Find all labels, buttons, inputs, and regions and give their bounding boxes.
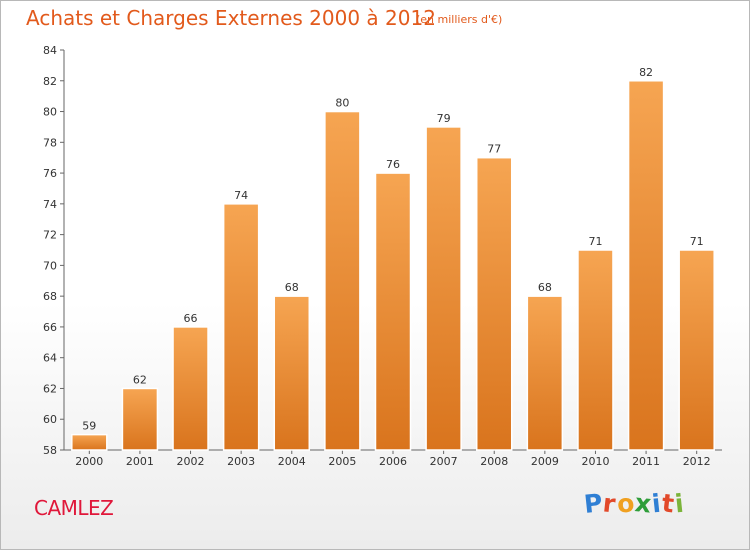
- data-label-2002: 66: [184, 312, 198, 325]
- bar-2001: [121, 387, 159, 451]
- y-tick-label: 58: [43, 444, 57, 457]
- data-label-2004: 68: [285, 281, 299, 294]
- y-tick-label: 64: [43, 352, 57, 365]
- y-tick-label: 82: [43, 75, 57, 88]
- data-label-2005: 80: [335, 97, 349, 110]
- bar-2011: [627, 80, 665, 451]
- y-tick-label: 78: [43, 136, 57, 149]
- data-label-2008: 77: [487, 143, 501, 156]
- data-label-2012: 71: [690, 235, 704, 248]
- bar-2003: [222, 203, 260, 451]
- y-tick-label: 60: [43, 413, 57, 426]
- x-tick-label-2003: 2003: [227, 455, 255, 468]
- x-tick-label-2009: 2009: [531, 455, 559, 468]
- y-tick-label: 68: [43, 290, 57, 303]
- bar-2008: [475, 156, 513, 451]
- data-label-2011: 82: [639, 66, 653, 79]
- x-tick-label-2004: 2004: [278, 455, 306, 468]
- y-tick-label: 66: [43, 321, 57, 334]
- y-tick-label: 62: [43, 382, 57, 395]
- bar-2007: [425, 126, 462, 451]
- commune-name: CAMLEZ: [34, 496, 114, 520]
- x-tick-label-2011: 2011: [632, 455, 660, 468]
- y-tick-label: 70: [43, 259, 57, 272]
- bar-2002: [172, 326, 209, 451]
- proxiti-logo: Proxiti: [583, 488, 686, 519]
- y-tick-label: 76: [43, 167, 57, 180]
- chart-subtitle: (en milliers d'€): [416, 13, 503, 26]
- data-label-2010: 71: [588, 235, 602, 248]
- x-tick-label-2012: 2012: [683, 455, 711, 468]
- bar-2006: [374, 172, 412, 451]
- bar-2012: [678, 249, 715, 451]
- x-tick-label-2001: 2001: [126, 455, 154, 468]
- x-tick-label-2007: 2007: [430, 455, 458, 468]
- data-label-2009: 68: [538, 281, 552, 294]
- x-tick-label-2008: 2008: [480, 455, 508, 468]
- x-tick-label-2005: 2005: [328, 455, 356, 468]
- y-tick-label: 72: [43, 229, 57, 242]
- logo-letter: i: [673, 488, 686, 519]
- bar-2010: [577, 249, 614, 451]
- x-tick-label-2000: 2000: [75, 455, 103, 468]
- bar-2004: [273, 295, 311, 451]
- x-tick-label-2006: 2006: [379, 455, 407, 468]
- chart-title: Achats et Charges Externes 2000 à 2012: [26, 6, 436, 30]
- data-label-2007: 79: [437, 112, 451, 125]
- y-tick-label: 80: [43, 106, 57, 119]
- y-tick-label: 84: [43, 44, 57, 57]
- x-tick-label-2010: 2010: [581, 455, 609, 468]
- x-tick-label-2002: 2002: [177, 455, 205, 468]
- bar-2005: [324, 110, 361, 451]
- data-label-2003: 74: [234, 189, 248, 202]
- data-label-2001: 62: [133, 373, 147, 386]
- bar-2009: [526, 295, 564, 451]
- y-tick-label: 74: [43, 198, 57, 211]
- data-label-2006: 76: [386, 158, 400, 171]
- data-label-2000: 59: [82, 420, 96, 433]
- bar-2000: [71, 433, 108, 451]
